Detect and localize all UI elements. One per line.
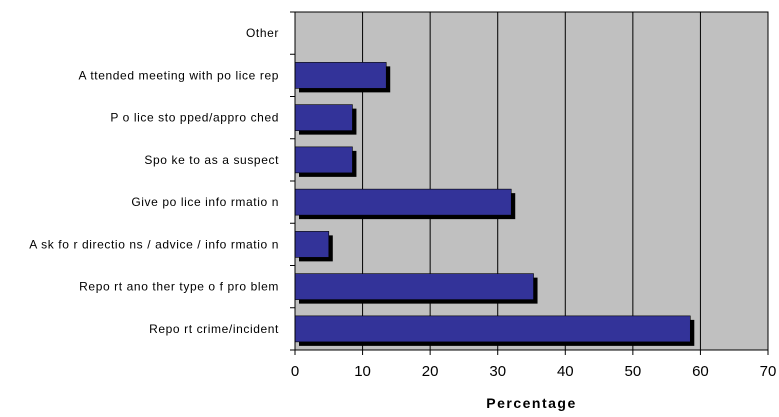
bars	[294, 62, 695, 346]
category-labels: Other A ttended meeting with po lice rep P…	[29, 26, 279, 336]
bar	[294, 104, 353, 131]
x-tick-label: 10	[354, 363, 371, 380]
x-tick-label: 0	[291, 363, 299, 380]
category-label: Repo rt crime/incident	[149, 322, 279, 336]
category-label: A sk fo r directio ns / advice / info rm…	[29, 237, 279, 251]
bar	[294, 146, 353, 174]
x-tick-label: 60	[692, 363, 709, 380]
x-tick-label: 20	[422, 363, 439, 380]
x-tick-label: 30	[489, 363, 506, 380]
bar	[294, 188, 512, 216]
bar	[294, 231, 330, 258]
category-label: A ttended meeting with po lice rep	[78, 68, 279, 82]
category-label: Spo ke to as a suspect	[144, 153, 279, 167]
y-axis-ticks	[290, 11, 295, 351]
x-tick-label: 50	[625, 363, 642, 380]
x-tick-label: 70	[760, 363, 777, 380]
x-tick-labels: 0 10 20 30 40 50 60 70	[291, 363, 777, 380]
bar	[294, 315, 691, 343]
x-axis-title: Percentage	[486, 395, 576, 411]
x-tick-label: 40	[557, 363, 574, 380]
bar	[294, 273, 534, 300]
category-label: Other	[246, 26, 279, 40]
category-label: P o lice sto pped/appro ched	[110, 111, 279, 125]
category-label: Give po lice info rmatio n	[131, 195, 279, 209]
x-axis-ticks	[294, 350, 769, 355]
bar	[294, 62, 387, 89]
category-label: Repo rt ano ther type o f pro blem	[79, 280, 279, 294]
